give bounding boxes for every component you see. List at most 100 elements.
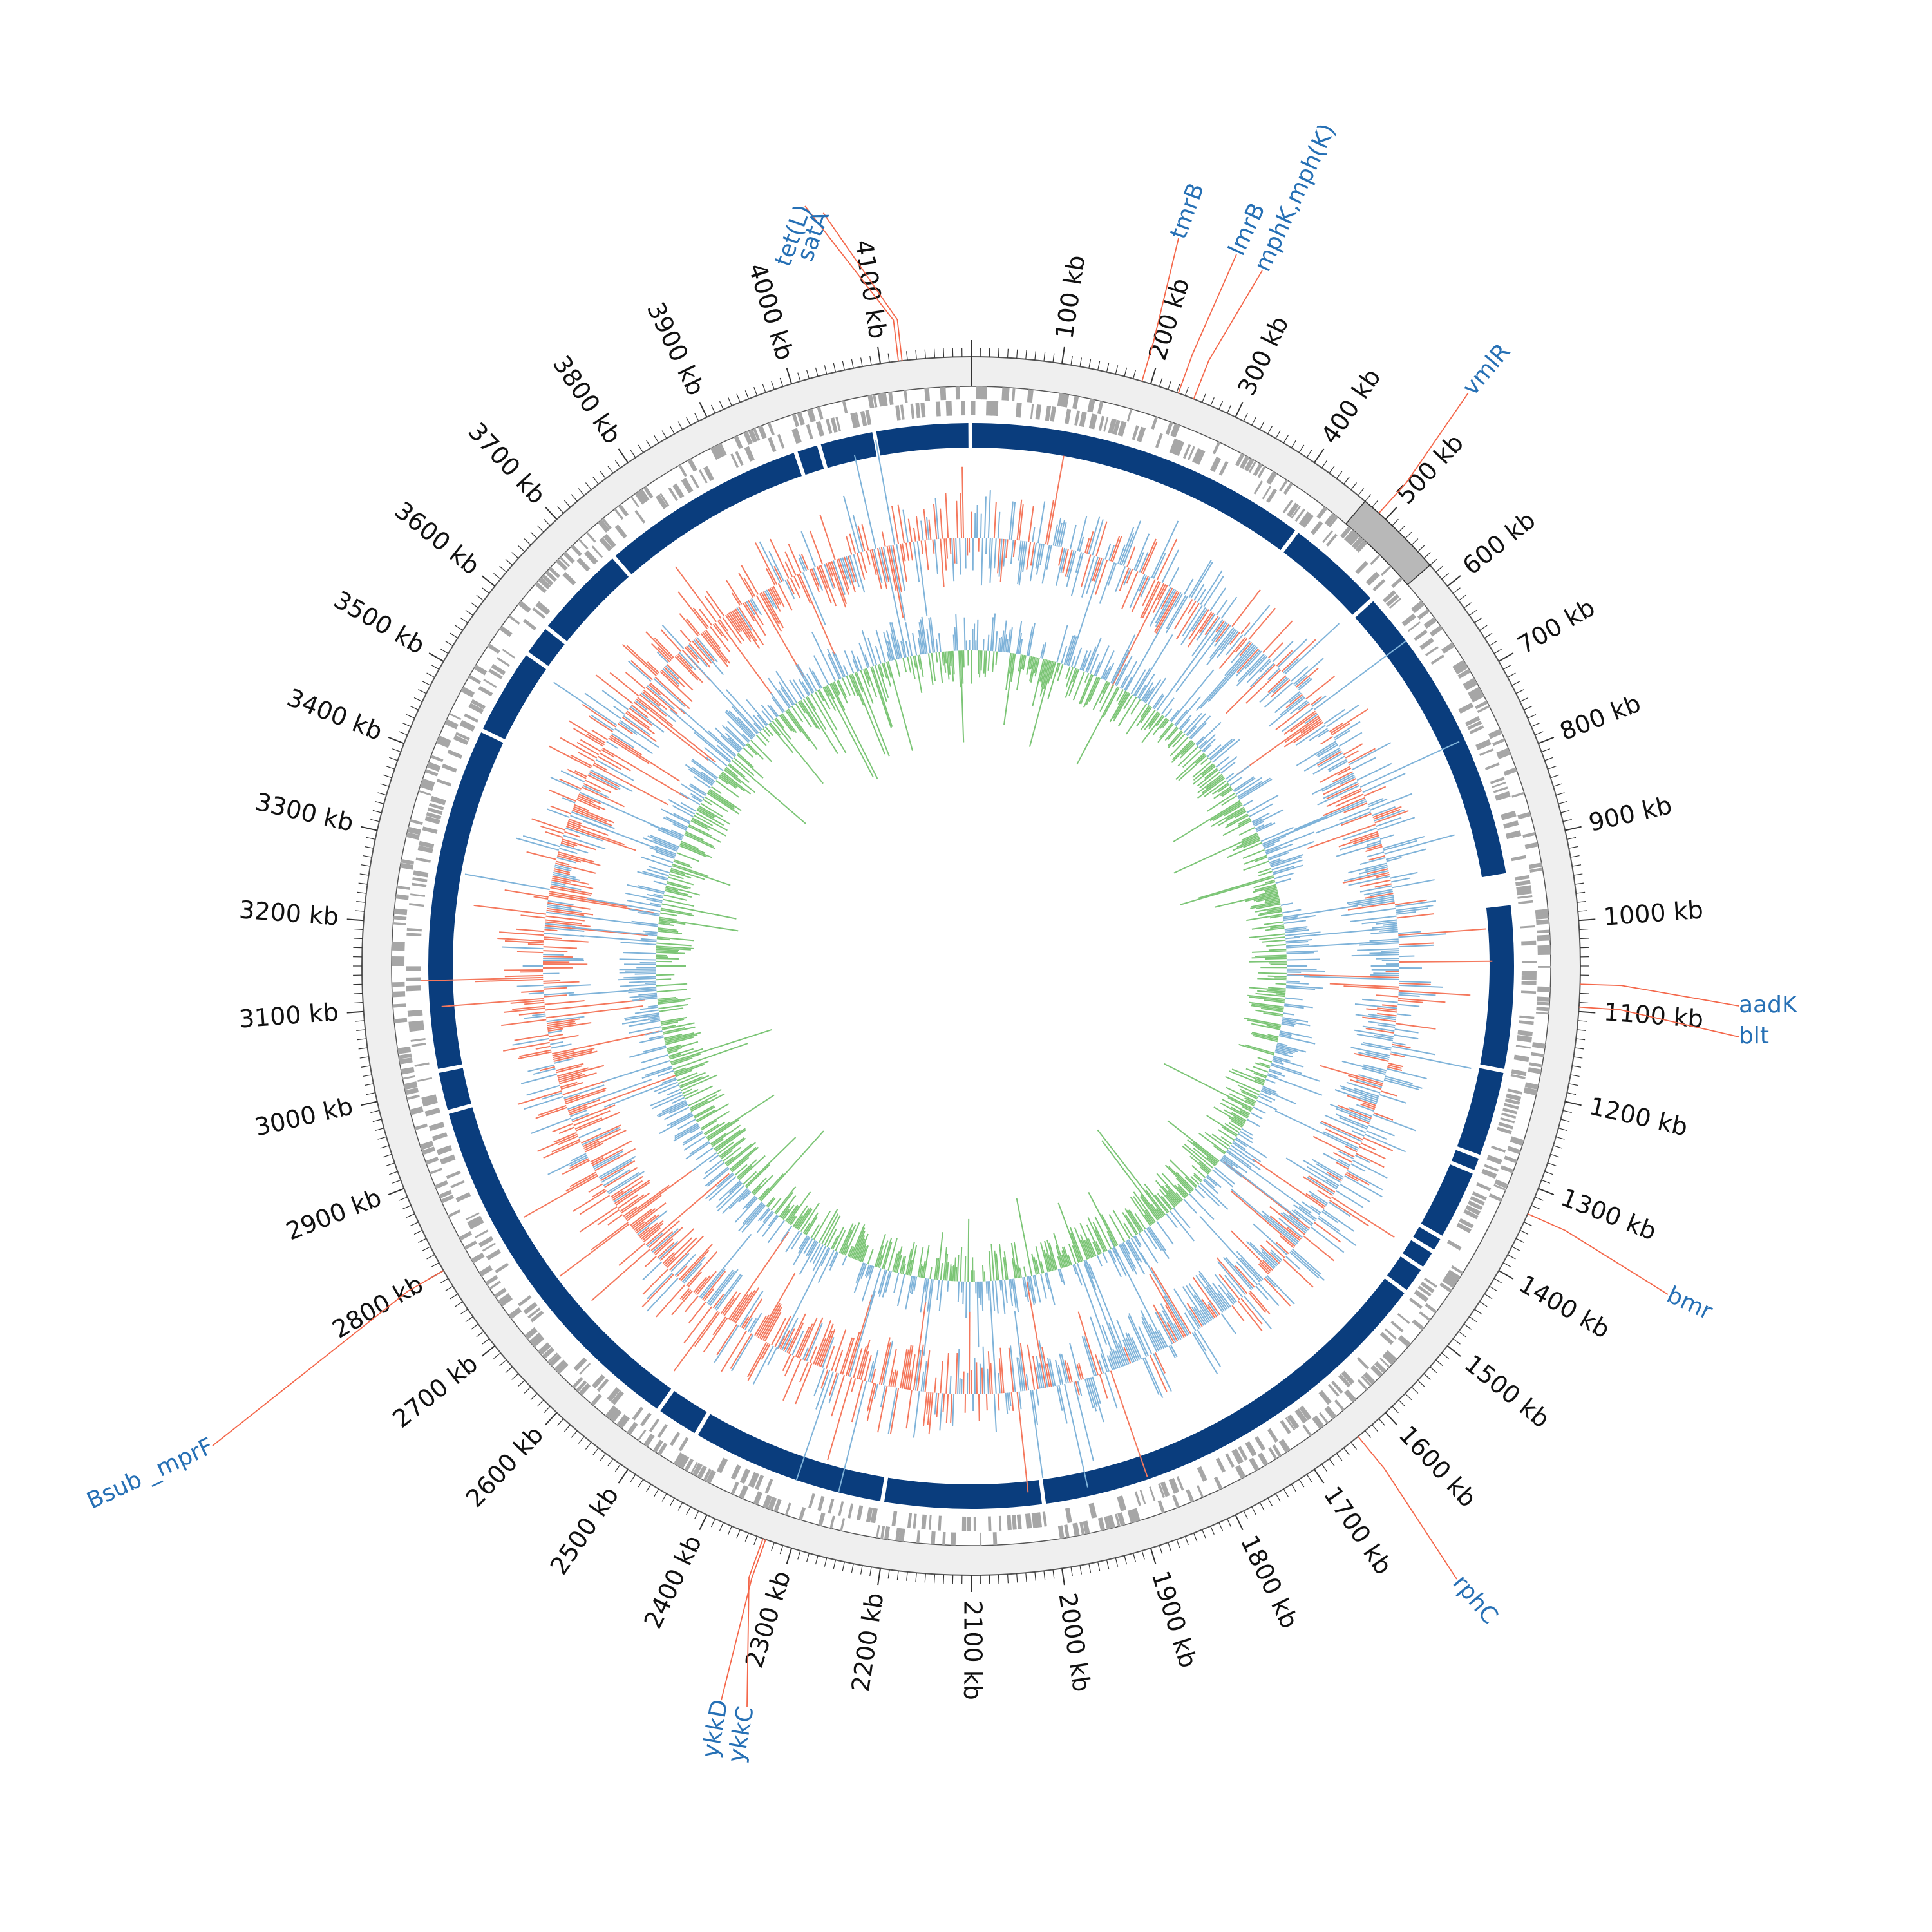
major-tick — [1385, 1412, 1397, 1426]
feature-block — [430, 795, 446, 806]
gc-skew-bar — [1281, 707, 1314, 732]
gc-content-bar — [1185, 713, 1207, 735]
gc-content-bar — [709, 788, 742, 811]
gc-content-bar — [1251, 1005, 1284, 1011]
minor-tick — [1343, 477, 1350, 485]
gc-skew-bar — [709, 1269, 739, 1306]
feature-block — [578, 1383, 591, 1396]
gc-content-bar — [1270, 853, 1304, 867]
gc-skew-bar — [554, 1057, 574, 1064]
gc-skew-bar — [551, 879, 594, 889]
minor-tick — [445, 640, 453, 647]
gc-skew-bar — [589, 771, 620, 788]
gc-skew-bar — [1154, 1331, 1165, 1349]
gc-content-bar — [679, 845, 707, 858]
gc-content-bar — [1133, 1191, 1156, 1223]
gc-skew-bar — [1195, 1274, 1224, 1313]
minor-tick — [1106, 1560, 1110, 1569]
feature-block — [1035, 404, 1042, 420]
minor-tick — [1336, 1453, 1343, 1461]
gc-skew-bar — [524, 1015, 546, 1019]
gc-skew-bar — [936, 1392, 940, 1417]
gc-skew-bar — [553, 870, 571, 875]
gc-skew-bar — [1362, 998, 1398, 1003]
gc-content-bar — [770, 1197, 782, 1211]
gc-skew-bar — [1368, 1124, 1395, 1137]
feature-block — [1388, 598, 1402, 609]
gc-skew-bar — [614, 1180, 650, 1204]
gc-content-bar — [725, 1143, 752, 1166]
gc-skew-bar — [709, 626, 731, 653]
gc-skew-bar — [1175, 622, 1228, 692]
gc-skew-bar — [679, 1288, 690, 1300]
feature-block — [1072, 1522, 1080, 1537]
gc-skew-bar — [544, 994, 567, 998]
gc-skew-bar — [880, 547, 890, 582]
gc-content-bar — [852, 658, 858, 672]
gc-skew-bar — [1245, 669, 1282, 704]
gc-content-bar — [687, 654, 759, 734]
feature-block — [1108, 418, 1117, 434]
gc-skew-bar — [1158, 1329, 1168, 1347]
feature-block — [1430, 654, 1444, 665]
gc-content-bar — [891, 622, 901, 659]
feature-block — [471, 1252, 485, 1264]
gc-skew-bar — [544, 1000, 585, 1005]
major-tick — [1061, 1568, 1065, 1586]
gc-skew-bar — [1168, 1345, 1176, 1359]
feature-block — [556, 558, 568, 571]
contig-segment — [884, 1477, 1043, 1509]
gc-content-bar — [907, 1242, 915, 1276]
gc-skew-bar — [1334, 730, 1350, 741]
minor-tick — [1106, 363, 1110, 372]
gc-content-bar — [1272, 866, 1295, 874]
gc-content-bar — [798, 1235, 808, 1250]
gc-content-bar — [1040, 1273, 1047, 1299]
minor-tick — [557, 1418, 564, 1426]
gc-skew-bar — [674, 1253, 696, 1276]
gc-skew-bar — [1363, 1137, 1394, 1151]
minor-tick — [1463, 1323, 1472, 1330]
gc-skew-bar — [604, 1166, 638, 1188]
minor-tick — [1283, 435, 1289, 444]
gc-skew-bar — [1166, 595, 1187, 629]
feature-block — [616, 1414, 626, 1426]
gc-content-bar — [724, 1157, 734, 1164]
gc-content-bar — [857, 1233, 869, 1261]
gc-skew-bar — [1108, 1355, 1115, 1370]
gc-content-bar — [734, 757, 755, 777]
minor-tick — [1560, 810, 1570, 813]
feature-block — [1492, 781, 1506, 788]
feature-block — [866, 1507, 873, 1522]
gc-skew-bar — [569, 720, 606, 744]
gc-skew-bar — [1282, 639, 1316, 672]
minor-tick — [1016, 349, 1018, 359]
gc-content-bar — [851, 650, 860, 672]
minor-tick — [614, 460, 621, 468]
gc-skew-bar — [1365, 1133, 1406, 1153]
gc-content-bar — [1009, 1279, 1014, 1307]
gc-content-bar — [887, 661, 913, 751]
feature-block — [489, 1280, 501, 1290]
gc-content-bar — [923, 1245, 930, 1278]
feature-block — [447, 749, 463, 759]
gc-content-bar — [1124, 676, 1133, 691]
minor-tick — [1452, 587, 1461, 594]
gc-content-bar — [1175, 696, 1202, 726]
gc-skew-bar — [1366, 844, 1383, 850]
gc-skew-bar — [1200, 1309, 1209, 1323]
gc-skew-bar — [1014, 1311, 1026, 1391]
gc-content-bar — [690, 820, 710, 831]
gc-content-bar — [960, 650, 965, 743]
gc-skew-bar — [1061, 1354, 1069, 1383]
gc-skew-bar — [1354, 1003, 1397, 1009]
feature-block — [1494, 1179, 1508, 1189]
gc-content-bar — [1003, 1251, 1009, 1280]
gc-content-bar — [1206, 1175, 1217, 1186]
gc-skew-bar — [639, 694, 667, 717]
gc-content-bar — [1168, 731, 1184, 748]
feature-block — [1455, 664, 1468, 675]
feature-block — [1488, 728, 1502, 739]
gc-content-bar — [896, 639, 902, 659]
gc-skew-bar — [1396, 1013, 1412, 1016]
